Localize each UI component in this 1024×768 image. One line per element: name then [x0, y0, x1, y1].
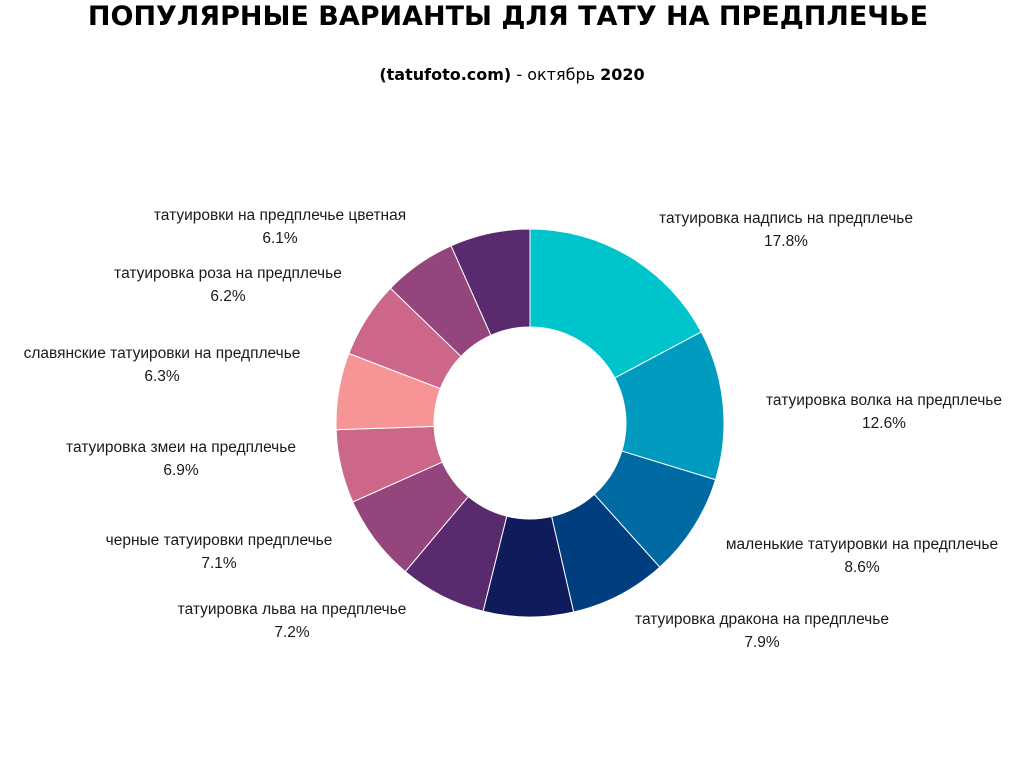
slice-label: татуировка надпись на предплечье — [659, 210, 913, 227]
slice-labels: татуировка надпись на предплечье 17.8% тат… — [24, 207, 1002, 651]
slice-value-label: 17.8% — [764, 233, 808, 250]
slice-value-label: 6.2% — [210, 288, 246, 305]
slice-label: татуировка дракона на предплечье — [635, 611, 889, 628]
slice-value-label: 7.2% — [274, 624, 310, 641]
slice-label: татуировка льва на предплечье — [178, 601, 407, 618]
slice-label: татуировка змеи на предплечье — [66, 439, 296, 456]
donut-slices — [335, 228, 725, 618]
slice-value-label: 6.1% — [262, 230, 298, 247]
chart-subtitle: (tatufoto.com) - октябрь 2020 — [0, 64, 1024, 86]
slice-label: татуировка роза на предплечье — [114, 265, 342, 282]
slice-value-label: 8.6% — [844, 559, 880, 576]
slice-label: славянские татуировки на предплечье — [24, 345, 301, 362]
slice-value-label: 7.9% — [744, 634, 780, 651]
subtitle-source: (tatufoto.com) — [379, 65, 512, 84]
slice-value-label: 6.9% — [163, 462, 199, 479]
slice-label: татуировки на предплечье цветная — [154, 207, 406, 224]
donut-slice — [450, 228, 531, 336]
subtitle-date: - октябрь — [511, 65, 601, 84]
slice-label: татуировка волка на предплечье — [766, 392, 1002, 409]
slice-value-label: 7.1% — [201, 555, 237, 572]
chart-title: ПОПУЛЯРНЫЕ ВАРИАНТЫ ДЛЯ ТАТУ НА ПРЕДПЛЕЧ… — [87, 1, 929, 32]
slice-label: маленькие татуировки на предплечье — [726, 536, 998, 553]
slice-label: черные татуировки предплечье — [106, 532, 333, 549]
donut-slice — [529, 228, 702, 379]
subtitle-year: 2020 — [600, 65, 645, 84]
slice-value-label: 12.6% — [862, 415, 906, 432]
slice-value-label: 6.3% — [144, 368, 180, 385]
